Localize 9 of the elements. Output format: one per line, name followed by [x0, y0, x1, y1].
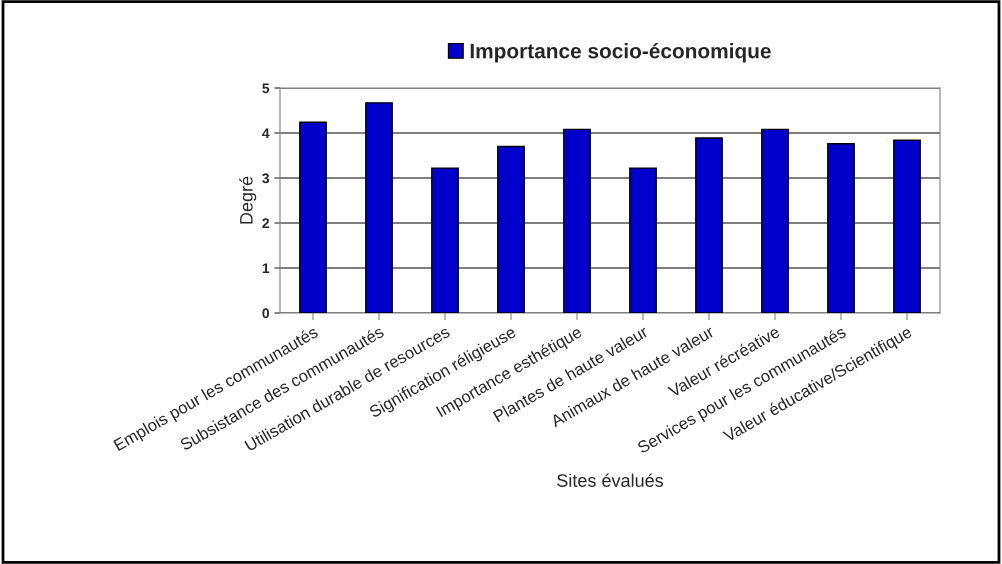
y-tick-label: 5 — [262, 83, 270, 94]
y-tick-label: 4 — [262, 128, 270, 139]
y-tick-label: 0 — [262, 308, 270, 319]
y-tick-label: 2 — [262, 218, 270, 229]
legend-label: Importance socio-économique — [470, 42, 771, 63]
y-tick-label: 1 — [262, 263, 270, 274]
y-axis-title: Degré — [239, 176, 257, 224]
y-tick-label: 3 — [262, 173, 270, 184]
x-axis-title: Sites évalués — [557, 473, 664, 487]
